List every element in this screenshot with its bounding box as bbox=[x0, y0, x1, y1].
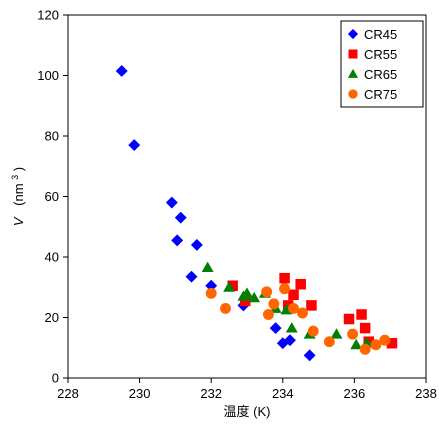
x-tick-label: 238 bbox=[415, 386, 437, 401]
legend-item: CR45 bbox=[347, 27, 397, 42]
data-point bbox=[370, 339, 382, 351]
y-tick-label: 20 bbox=[45, 310, 59, 325]
data-point bbox=[279, 272, 290, 284]
data-point bbox=[359, 322, 371, 334]
data-point bbox=[343, 313, 355, 325]
axes: 228 230 232 234 236 238 0 20 40 60 80 100 120 bbox=[37, 8, 437, 402]
data-point bbox=[190, 238, 203, 251]
x-tick-label: 236 bbox=[344, 386, 366, 401]
data-point bbox=[350, 338, 363, 350]
data-points bbox=[115, 65, 398, 362]
data-point bbox=[185, 270, 198, 283]
y-axis-title-var: V bbox=[11, 216, 26, 226]
y-axis-title-close: ) bbox=[11, 167, 26, 171]
data-point bbox=[359, 343, 371, 355]
data-point bbox=[307, 325, 319, 337]
y-axis-title: V (nm 3 ) bbox=[6, 167, 26, 226]
data-point bbox=[279, 283, 291, 295]
data-point bbox=[356, 309, 367, 320]
data-point bbox=[306, 300, 317, 311]
x-tick-label: 230 bbox=[129, 386, 151, 401]
data-point bbox=[268, 298, 280, 310]
data-point bbox=[269, 322, 282, 335]
data-point bbox=[303, 349, 316, 362]
data-point bbox=[379, 334, 391, 346]
x-axis-title: 温度 (K) bbox=[224, 404, 271, 419]
y-axis-title-sup: 3 bbox=[10, 175, 20, 180]
legend-label: CR45 bbox=[364, 27, 397, 42]
axis-titles: 温度 (K) V (nm 3 ) bbox=[6, 167, 271, 419]
y-tick-label: 40 bbox=[45, 250, 59, 265]
data-point bbox=[115, 65, 128, 77]
data-point bbox=[227, 280, 238, 291]
legend-label: CR55 bbox=[364, 47, 397, 62]
data-point bbox=[239, 295, 251, 307]
legend-marker bbox=[348, 89, 358, 99]
data-point bbox=[282, 300, 294, 311]
data-point bbox=[330, 328, 343, 339]
y-tick-label: 80 bbox=[45, 129, 59, 144]
y-tick-label: 0 bbox=[52, 371, 59, 386]
y-tick-label: 60 bbox=[45, 189, 59, 204]
data-point bbox=[174, 211, 187, 224]
data-point bbox=[237, 290, 250, 301]
x-tick-label: 232 bbox=[200, 386, 222, 401]
data-point bbox=[205, 287, 217, 299]
x-tick-label: 234 bbox=[272, 386, 294, 401]
data-point bbox=[223, 281, 236, 292]
data-point bbox=[288, 302, 300, 314]
series-cr75 bbox=[205, 283, 391, 355]
legend-label: CR65 bbox=[364, 67, 397, 82]
legend-item: CR65 bbox=[347, 67, 397, 82]
data-point bbox=[165, 196, 178, 209]
legend-item: CR55 bbox=[348, 47, 397, 62]
data-point bbox=[263, 309, 274, 320]
data-point bbox=[285, 322, 298, 333]
legend-marker bbox=[348, 49, 358, 59]
legend: CR45 CR55 CR65 CR75 bbox=[340, 20, 424, 108]
data-point bbox=[323, 336, 335, 348]
data-point bbox=[201, 261, 214, 273]
data-point bbox=[261, 286, 273, 298]
data-point bbox=[295, 278, 306, 290]
data-point bbox=[386, 337, 398, 349]
x-tick-label: 228 bbox=[57, 386, 79, 401]
data-point bbox=[248, 291, 261, 303]
data-point bbox=[171, 234, 184, 247]
legend-label: CR75 bbox=[364, 87, 397, 102]
legend-item: CR75 bbox=[348, 87, 397, 102]
data-point bbox=[128, 139, 141, 152]
data-point bbox=[347, 328, 359, 340]
y-tick-label: 120 bbox=[37, 8, 59, 23]
data-point bbox=[284, 334, 296, 347]
y-axis-title-unit: (nm bbox=[11, 183, 26, 205]
legend-marker bbox=[347, 28, 359, 40]
data-point bbox=[297, 307, 308, 319]
legend-marker bbox=[347, 68, 359, 78]
data-point bbox=[288, 289, 299, 301]
y-tick-label: 100 bbox=[37, 68, 59, 83]
data-point bbox=[205, 279, 218, 292]
data-point bbox=[220, 302, 231, 314]
